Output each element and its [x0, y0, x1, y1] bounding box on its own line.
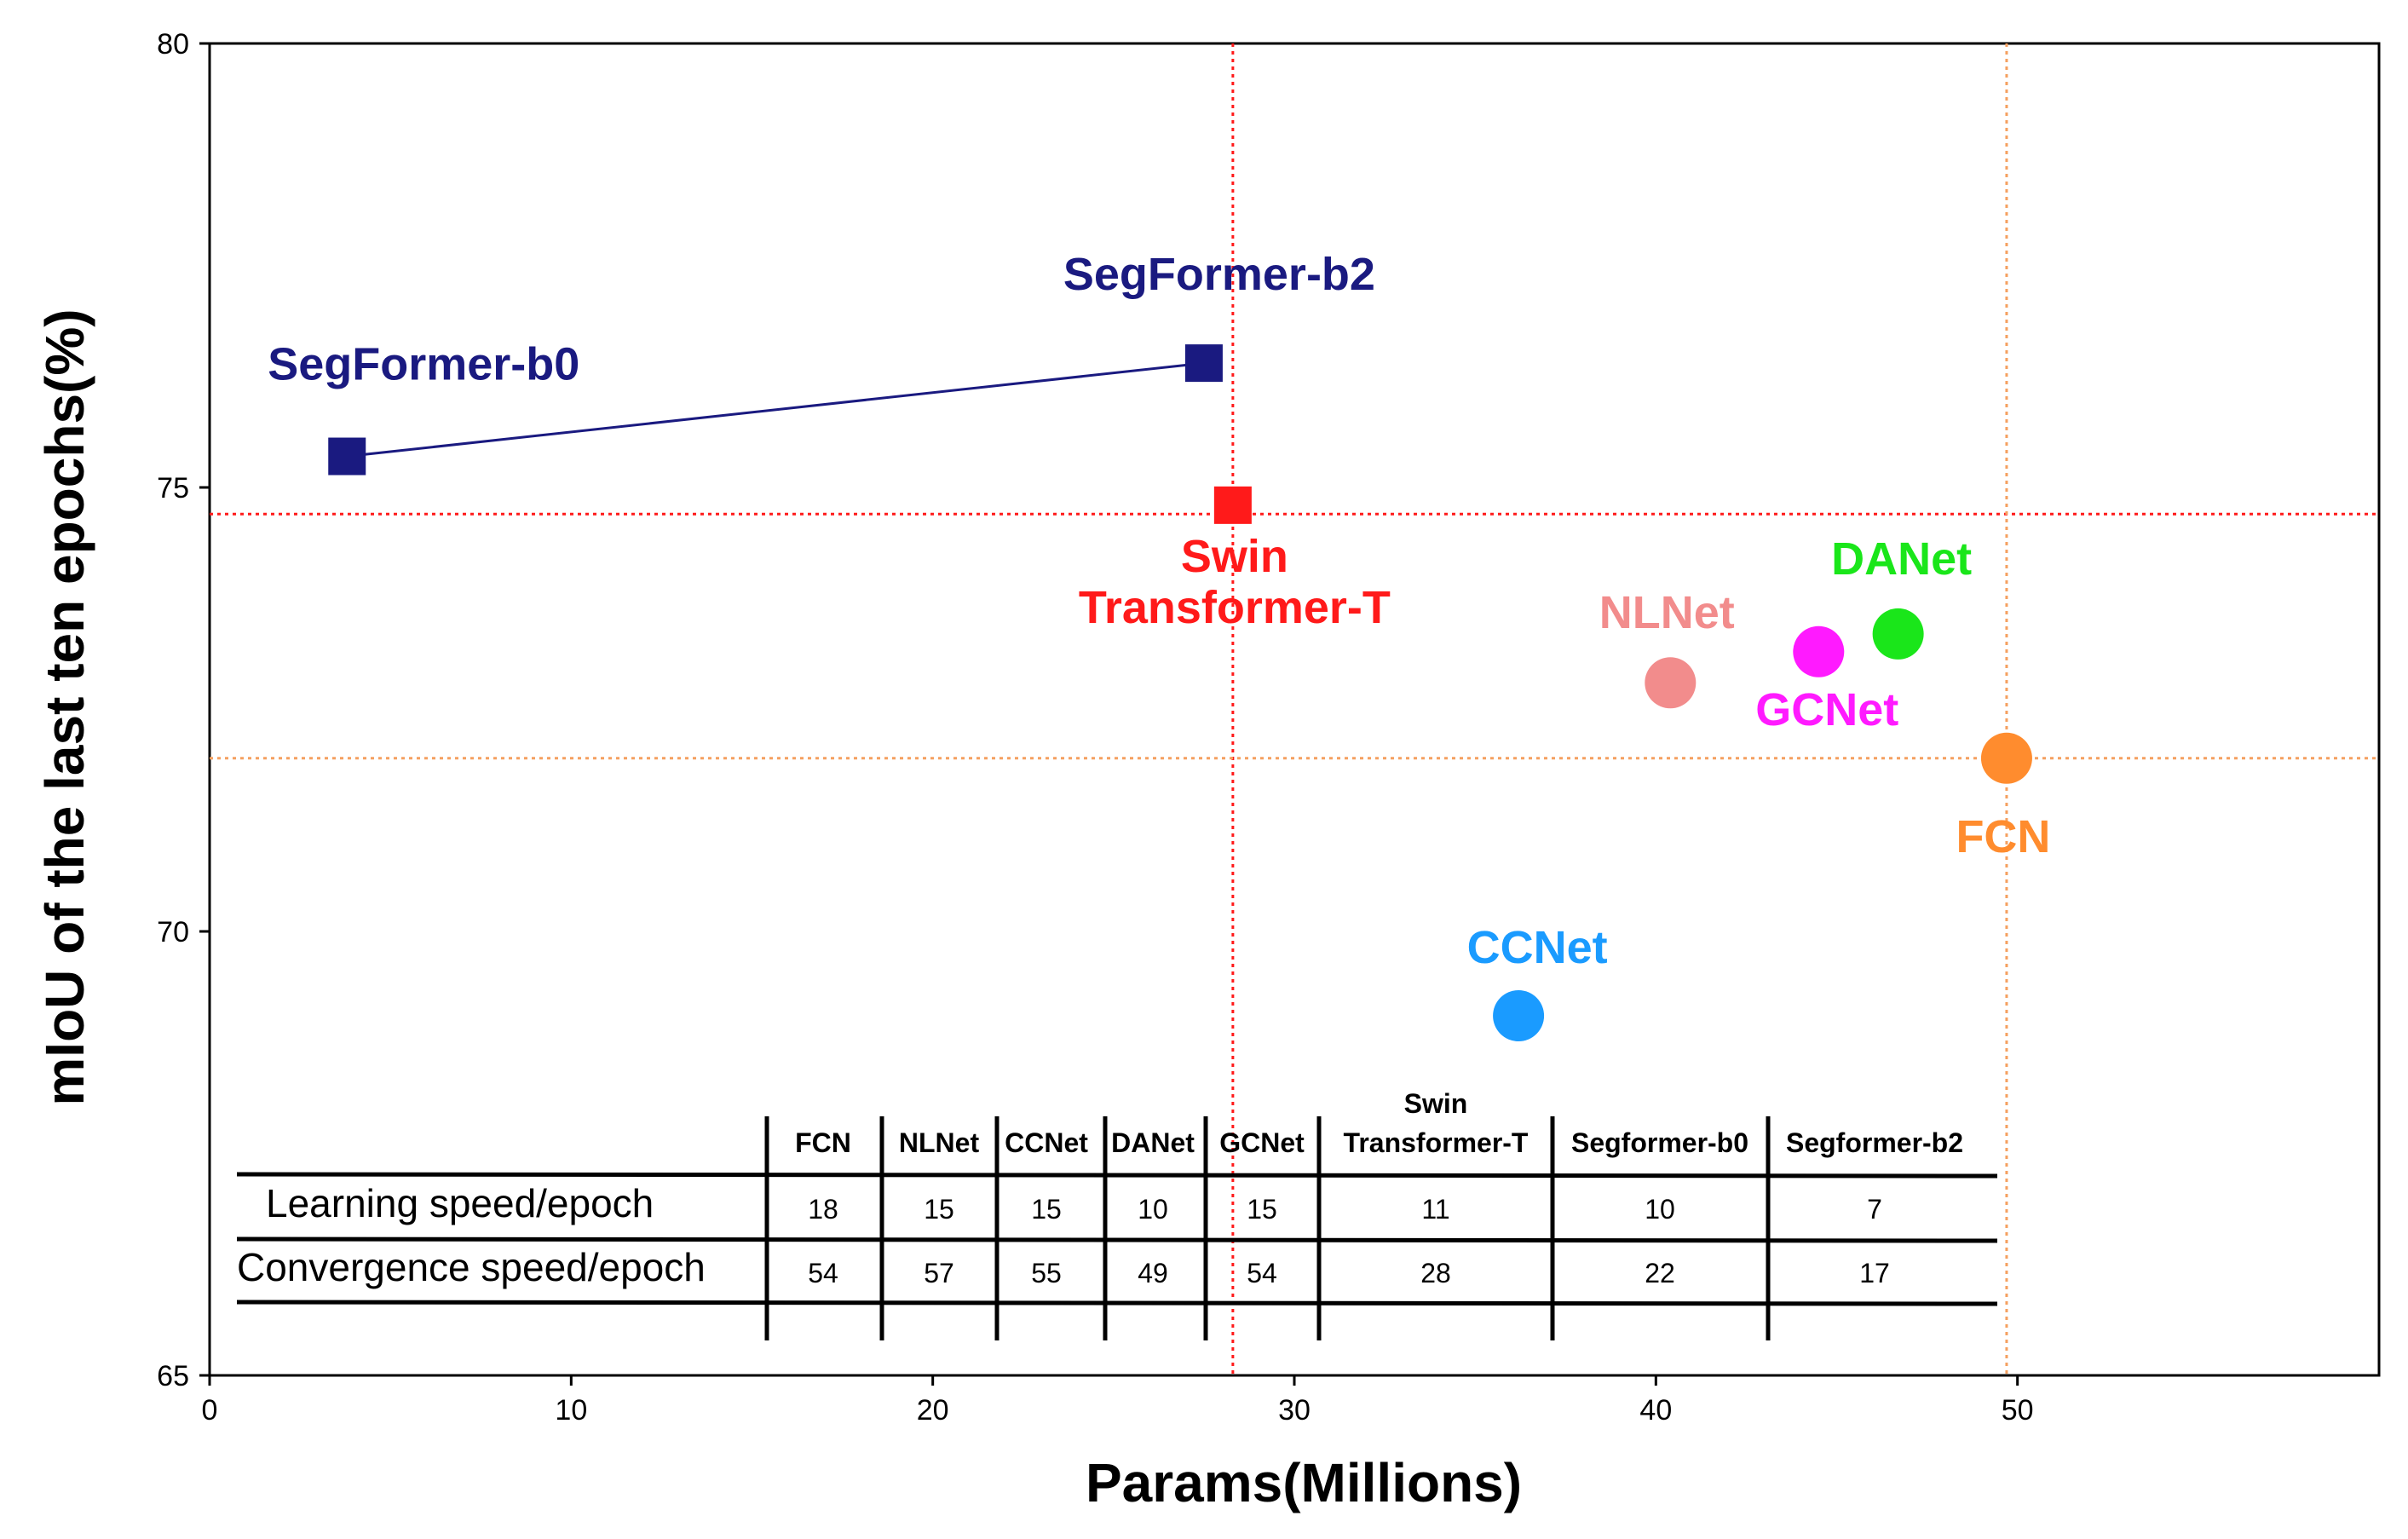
point-segformer-b0 — [328, 437, 366, 476]
table-row-label: Learning speed/epoch — [266, 1181, 654, 1225]
x-tick-label: 40 — [1639, 1394, 1672, 1427]
label-danet: DANet — [1831, 533, 1972, 585]
table-cell: 10 — [1138, 1194, 1168, 1225]
table-cell: 10 — [1645, 1194, 1675, 1225]
axis-ticks: 0 10 20 30 40 50 65 70 75 80 — [157, 28, 2033, 1427]
label-gcnet: GCNet — [1755, 684, 1898, 735]
label-swin: Swin — [1181, 531, 1288, 582]
label-segformer-b0: SegFormer-b0 — [268, 339, 579, 390]
label-fcn: FCN — [1956, 811, 2050, 862]
table-cell: 28 — [1420, 1258, 1451, 1288]
y-axis-title: mIoU of the last ten epochs(%) — [34, 308, 95, 1105]
table-cell: 22 — [1645, 1258, 1675, 1288]
table-cell: 18 — [808, 1194, 838, 1225]
table-cell: 11 — [1421, 1194, 1449, 1225]
table-cell: 57 — [924, 1258, 954, 1288]
table-header-segformer-b0: Segformer-b0 — [1571, 1127, 1748, 1158]
point-danet — [1872, 608, 1924, 660]
table-cell: 15 — [1031, 1194, 1062, 1225]
x-tick-label: 30 — [1278, 1394, 1311, 1427]
x-tick-label: 20 — [917, 1394, 949, 1427]
table-row-divider — [236, 1300, 1998, 1306]
table-cell: 7 — [1867, 1194, 1882, 1225]
y-tick-label: 80 — [157, 28, 189, 61]
segformer-connecting-line — [347, 361, 1205, 458]
table-cell: 15 — [1247, 1194, 1277, 1225]
table-cell: 49 — [1138, 1258, 1168, 1288]
table-header-danet: DANet — [1111, 1127, 1195, 1158]
reference-lines — [210, 43, 2379, 1375]
table-cell: 54 — [1247, 1258, 1277, 1288]
point-ccnet — [1493, 989, 1545, 1041]
y-tick-label: 70 — [157, 916, 189, 948]
x-tick-label: 0 — [202, 1394, 218, 1427]
x-axis-title: Params(Millions) — [1086, 1452, 1522, 1513]
table-cell: 54 — [808, 1258, 838, 1288]
table-header-segformer-b2: Segformer-b2 — [1786, 1127, 1963, 1158]
table-header-fcn: FCN — [795, 1127, 851, 1158]
table-header-ccnet: CCNet — [1005, 1127, 1088, 1158]
table-cell: 15 — [924, 1194, 954, 1225]
table-row-label: Convergence speed/epoch — [237, 1245, 706, 1289]
x-tick-label: 10 — [555, 1394, 587, 1427]
speed-table: FCN NLNet CCNet DANet GCNet Swin Transformer-T… — [236, 1088, 1998, 1340]
y-tick-label: 65 — [157, 1360, 189, 1392]
point-fcn — [1980, 732, 2032, 784]
data-marks — [328, 344, 2032, 1041]
table-cell: 17 — [1859, 1258, 1890, 1288]
y-tick-label: 75 — [157, 472, 189, 504]
table-header-swin-line1: Swin — [1404, 1088, 1468, 1119]
label-ccnet: CCNet — [1467, 922, 1608, 973]
x-tick-label: 50 — [2002, 1394, 2034, 1427]
point-labels: SegFormer-b0 SegFormer-b2 SwinTransformer-… — [268, 249, 2050, 973]
point-swin-transformer-t — [1213, 486, 1252, 524]
label-nlnet: NLNet — [1599, 587, 1735, 638]
table-header-gcnet: GCNet — [1219, 1127, 1305, 1158]
label-segformer-b2: SegFormer-b2 — [1063, 249, 1375, 300]
table-header-swin-line2: Transformer-T — [1344, 1127, 1529, 1158]
point-gcnet — [1793, 625, 1845, 677]
label-transformer-t: Transformer-T — [1079, 582, 1391, 633]
table-row-divider — [236, 1172, 1998, 1179]
point-segformer-b2 — [1184, 344, 1223, 383]
table-row-divider — [236, 1236, 1998, 1243]
point-nlnet — [1645, 657, 1697, 709]
table-header-nlnet: NLNet — [899, 1127, 980, 1158]
table-cell: 55 — [1031, 1258, 1062, 1288]
